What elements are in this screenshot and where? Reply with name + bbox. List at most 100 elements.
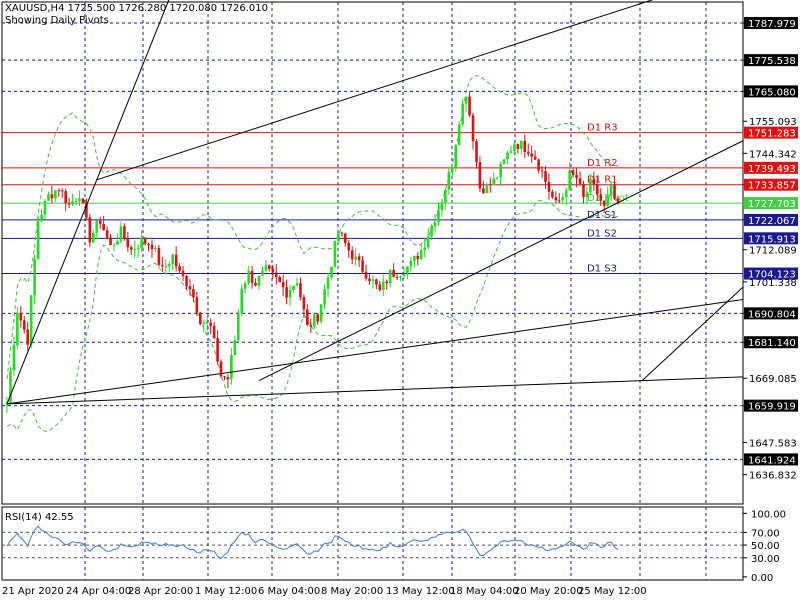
rsi-label: RSI(14) 42.55 [5, 512, 74, 523]
candle-body [306, 309, 309, 325]
candle-body [347, 242, 351, 251]
rsi-tick-label: 100.00 [751, 509, 786, 520]
candle-body [440, 202, 444, 210]
trendline [6, 0, 170, 405]
candle-body [312, 314, 316, 327]
trendline [641, 286, 744, 381]
candle-body [506, 152, 509, 160]
candle-body [47, 194, 50, 201]
candle-body [551, 191, 554, 198]
candle-body [74, 201, 78, 203]
candle-body [109, 237, 112, 245]
candle-body [592, 178, 596, 185]
candle-body [22, 320, 26, 330]
candle-body [589, 178, 592, 193]
candle-body [299, 283, 302, 298]
candle-body [157, 247, 161, 266]
candle-body [57, 190, 61, 192]
trendline [6, 299, 744, 405]
candle-body [250, 271, 254, 283]
candle-body [285, 287, 288, 298]
candle-body [316, 314, 319, 322]
candle-body [278, 276, 282, 283]
candle-body [167, 264, 171, 267]
candle-body [475, 141, 478, 163]
candle-body [16, 312, 19, 346]
candle-body [361, 260, 364, 272]
candle-body [219, 361, 223, 377]
candle-body [195, 297, 199, 313]
level-badge [744, 54, 798, 67]
candle-body [495, 177, 499, 179]
candle-body [164, 266, 168, 268]
level-badge [744, 178, 798, 191]
candle-body [309, 324, 313, 327]
candle-body [523, 140, 527, 152]
candle-body [426, 236, 430, 248]
level-badge-label: 1659.919 [748, 402, 796, 413]
level-badge-label: 1787.979 [748, 19, 796, 30]
candle-body [368, 278, 371, 282]
candle-body [558, 200, 561, 202]
candle-body [564, 190, 568, 198]
x-tick-label: 8 May 20:00 [321, 586, 383, 597]
candle-body [330, 266, 333, 278]
candle-body [337, 232, 340, 242]
candle-body [357, 256, 361, 261]
candle-body [340, 232, 344, 234]
candle-body [492, 178, 496, 185]
candle-body [230, 355, 233, 380]
candle-body [264, 265, 268, 271]
candle-body [488, 184, 492, 186]
level-badge [744, 126, 798, 139]
candle-body [575, 174, 578, 179]
candle-body [388, 269, 392, 284]
candle-body [423, 247, 426, 251]
pivot-label: D1 S3 [587, 264, 617, 275]
candle-body [537, 159, 540, 171]
level-badge [744, 213, 798, 226]
candle-body [60, 190, 64, 192]
candle-body [43, 200, 47, 215]
candle-body [402, 274, 406, 276]
candle-body [26, 329, 30, 345]
candle-body [178, 266, 181, 271]
candle-body [140, 237, 143, 249]
candle-body [185, 276, 188, 287]
candle-body [88, 217, 92, 243]
candle-body [371, 279, 375, 282]
x-tick-label: 25 May 12:00 [578, 586, 647, 597]
candle-body [499, 164, 502, 178]
candle-body [409, 260, 413, 267]
candle-body [485, 184, 489, 194]
candle-body [416, 255, 420, 260]
level-badge-label: 1681.140 [748, 338, 796, 349]
candle-body [78, 198, 81, 202]
candle-body [223, 376, 226, 378]
candle-body [554, 197, 558, 201]
candle-body [375, 279, 378, 285]
candle-body [295, 283, 299, 286]
candle-body [5, 402, 9, 406]
candle-body [254, 282, 257, 286]
candle-body [513, 144, 516, 152]
level-badge [744, 85, 798, 98]
level-badge-label: 1765.080 [748, 87, 796, 98]
candle-body [71, 201, 74, 205]
candle-body [364, 271, 368, 279]
x-tick-label: 21 Apr 2020 [2, 586, 64, 597]
candle-body [133, 249, 137, 251]
candle-body [520, 140, 523, 149]
candle-body [29, 295, 33, 345]
candle-body [12, 345, 16, 371]
candle-body [595, 184, 599, 195]
candle-body [212, 325, 216, 339]
main-plot-frame [1, 1, 744, 505]
candle-body [399, 275, 402, 278]
candle-body [136, 248, 140, 250]
y-tick-label: 1712.089 [749, 246, 797, 257]
candle-body [261, 270, 264, 276]
candle-body [64, 191, 67, 204]
